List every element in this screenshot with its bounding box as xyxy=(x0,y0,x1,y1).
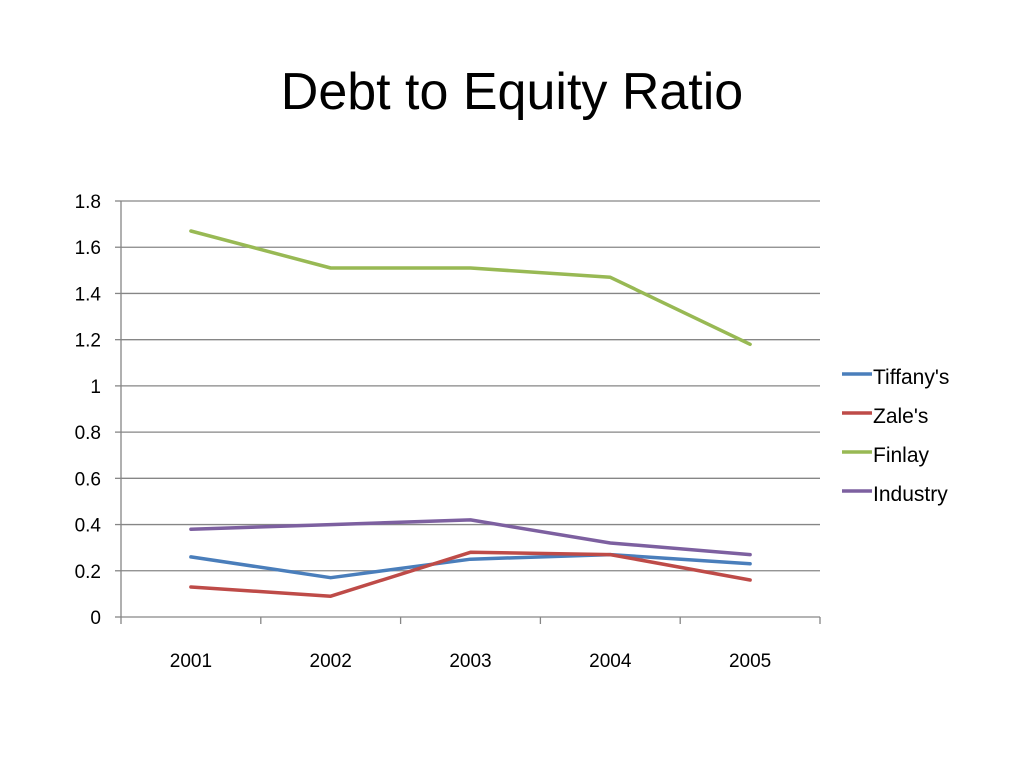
y-tick-label: 0.2 xyxy=(75,562,101,583)
y-tick-label: 1.2 xyxy=(75,331,101,352)
legend-label: Zale's xyxy=(873,405,928,428)
legend-label: Tiffany's xyxy=(873,366,949,389)
slide-title: Debt to Equity Ratio xyxy=(280,63,744,121)
series-line-finlay xyxy=(189,229,752,347)
x-tick-label: 2004 xyxy=(589,651,632,672)
y-tick-label: 0.6 xyxy=(75,469,101,490)
y-tick-label: 0.4 xyxy=(75,516,102,537)
gridlines xyxy=(121,200,820,572)
axes: 0 0.2 0.4 0.6 0.8 1 1.2 1.4 1.6 1.8 2001 2002 2003 20… xyxy=(75,192,821,672)
x-tick-label: 2003 xyxy=(449,651,491,672)
y-tick-label: 1.4 xyxy=(75,284,102,305)
x-tick-label: 2005 xyxy=(729,651,771,672)
series-line-tiffany-s xyxy=(189,552,752,580)
y-tick-label: 1.8 xyxy=(75,192,101,213)
series-lines xyxy=(189,229,752,598)
legend-label: Industry xyxy=(873,483,948,506)
y-tick-label: 1.6 xyxy=(75,238,101,259)
legend-label: Finlay xyxy=(873,444,930,467)
series-line-zale-s xyxy=(189,550,752,598)
x-tick-label: 2001 xyxy=(170,651,212,672)
y-tick-label: 0 xyxy=(90,608,101,629)
series-line-industry xyxy=(189,518,752,557)
y-tick-label: 0.8 xyxy=(75,423,101,444)
legend: Tiffany's Zale's Finlay Industry xyxy=(842,366,949,506)
x-tick-label: 2002 xyxy=(310,651,352,672)
y-tick-label: 1 xyxy=(90,377,101,398)
